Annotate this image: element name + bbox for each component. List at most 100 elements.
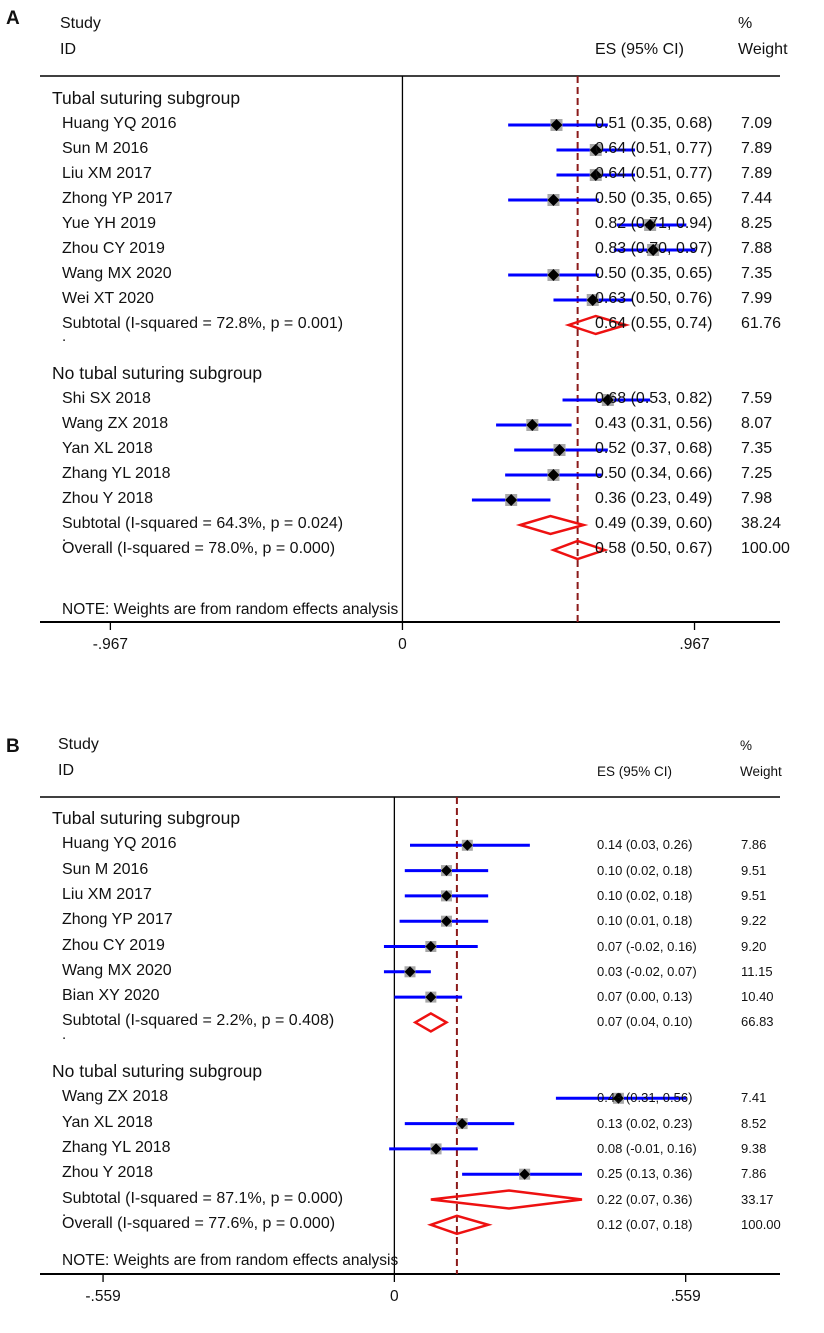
x-tick-label: 0 [390, 1288, 399, 1305]
subgroup-heading: Tubal suturing subgroup [52, 808, 241, 828]
weight-text: 11.15 [741, 963, 773, 979]
point-estimate-marker [647, 244, 660, 256]
effect-size-text: 0.51 (0.35, 0.68) [595, 115, 713, 132]
weight-text: 66.83 [741, 1014, 774, 1030]
study-label: Zhou Y 2018 [62, 1164, 154, 1182]
panel-label: A [6, 8, 20, 29]
forest-plot-b: B Study ID ES (95% CI) % Weight -.559 0 .5… [0, 726, 824, 1333]
weight-text: 7.89 [741, 140, 773, 157]
subtotal-diamond [515, 514, 589, 536]
study-label: Huang YQ 2016 [62, 835, 177, 853]
weight-text: 7.99 [741, 290, 773, 307]
point-estimate-marker [526, 419, 539, 431]
point-estimate-marker [425, 941, 437, 952]
point-estimate-marker [461, 839, 473, 851]
x-tick-label: .559 [670, 1288, 701, 1305]
point-estimate-marker [456, 1118, 468, 1130]
header-es: ES (95% CI) [597, 764, 673, 779]
study-label: Wei XT 2020 [62, 290, 154, 307]
effect-size-text: 0.03 (-0.02, 0.07) [597, 963, 697, 979]
effect-size-text: 0.50 (0.34, 0.66) [595, 465, 713, 482]
effect-size-text: 0.25 (0.13, 0.36) [597, 1166, 693, 1182]
effect-size-text: 0.64 (0.51, 0.77) [595, 140, 713, 157]
subgroup-heading: Tubal suturing subgroup [52, 88, 241, 108]
study-label: Bian XY 2020 [62, 987, 160, 1005]
study-label: Wang MX 2020 [62, 961, 172, 979]
study-label: Zhang YL 2018 [62, 1138, 171, 1156]
weight-text: 100.00 [741, 540, 790, 557]
study-label: Huang YQ 2016 [62, 115, 177, 132]
effect-size-text: 0.68 (0.53, 0.82) [595, 390, 713, 407]
panel-label: B [6, 736, 20, 757]
study-label: Wang ZX 2018 [62, 1088, 169, 1106]
effect-size-text: 0.07 (0.04, 0.10) [597, 1014, 693, 1030]
weight-text: 7.41 [741, 1090, 767, 1106]
study-label: Wang MX 2020 [62, 265, 172, 282]
subtotal-label: Subtotal (I-squared = 2.2%, p = 0.408) [62, 1012, 335, 1030]
weight-text: 7.86 [741, 1166, 767, 1182]
study-label: Sun M 2016 [62, 140, 149, 157]
effect-size-text: 0.64 (0.51, 0.77) [595, 165, 713, 182]
forest-plot-b-canvas [40, 796, 780, 1282]
header-id: ID [58, 762, 74, 779]
effect-size-text: 0.50 (0.35, 0.65) [595, 190, 713, 207]
weight-text: 8.25 [741, 215, 773, 232]
effect-size-text: 0.14 (0.03, 0.26) [597, 837, 693, 853]
x-tick-label: .967 [679, 636, 710, 653]
study-label: Yue YH 2019 [62, 215, 157, 232]
row-separator: . [62, 528, 67, 545]
note-text: NOTE: Weights are from random effects an… [62, 601, 399, 618]
header-study: Study [58, 736, 99, 753]
header-study: Study [60, 15, 101, 32]
effect-size-text: 0.43 (0.31, 0.56) [597, 1090, 693, 1106]
point-estimate-marker [519, 1168, 531, 1180]
point-estimate-marker [550, 119, 563, 131]
point-estimate-marker [404, 966, 416, 978]
effect-size-text: 0.64 (0.55, 0.74) [595, 315, 713, 332]
effect-size-text: 0.50 (0.35, 0.65) [595, 265, 713, 282]
weight-text: 7.98 [741, 490, 773, 507]
point-estimate-marker [547, 194, 560, 206]
weight-text: 7.86 [741, 837, 767, 853]
row-separator: . [62, 328, 67, 345]
forest-plot-a: A Study ID ES (95% CI) % Weight -.967 0 .9… [6, 8, 790, 653]
study-label: Zhou CY 2019 [62, 936, 165, 954]
study-label: Zhong YP 2017 [62, 190, 173, 207]
effect-size-text: 0.07 (-0.02, 0.16) [597, 938, 697, 954]
study-label: Yan XL 2018 [62, 1113, 153, 1131]
point-estimate-marker [425, 991, 437, 1003]
header-weight: Weight [738, 41, 788, 58]
weight-text: 7.59 [741, 390, 773, 407]
study-label: Zhong YP 2017 [62, 911, 173, 929]
effect-size-text: 0.43 (0.31, 0.56) [595, 415, 713, 432]
subgroup-heading: No tubal suturing subgroup [52, 363, 263, 383]
weight-text: 10.40 [741, 989, 774, 1005]
overall-label: Overall (I-squared = 77.6%, p = 0.000) [62, 1214, 336, 1232]
weight-text: 7.25 [741, 465, 773, 482]
weight-text: 7.89 [741, 165, 773, 182]
weight-text: 7.44 [741, 190, 773, 207]
point-estimate-marker [505, 494, 518, 506]
point-estimate-marker [430, 1143, 442, 1155]
point-estimate-marker [440, 890, 452, 902]
study-label: Sun M 2016 [62, 860, 149, 878]
effect-size-text: 0.36 (0.23, 0.49) [595, 490, 713, 507]
effect-size-text: 0.08 (-0.01, 0.16) [597, 1140, 697, 1156]
point-estimate-marker [547, 469, 560, 481]
point-estimate-marker [601, 394, 614, 406]
weight-text: 7.88 [741, 240, 773, 257]
effect-size-text: 0.07 (0.00, 0.13) [597, 989, 693, 1005]
weight-text: 7.35 [741, 440, 773, 457]
header-percent: % [740, 738, 753, 753]
study-label: Zhou Y 2018 [62, 490, 154, 507]
point-estimate-marker [589, 169, 602, 181]
point-estimate-marker [553, 444, 566, 456]
weight-text: 33.17 [741, 1191, 774, 1207]
note-text: NOTE: Weights are from random effects an… [62, 1252, 399, 1269]
effect-size-text: 0.13 (0.02, 0.23) [597, 1115, 693, 1131]
row-separator: . [62, 1202, 67, 1220]
overall-diamond [549, 539, 609, 561]
study-label: Zhang YL 2018 [62, 465, 171, 482]
header-weight: Weight [740, 764, 782, 779]
point-estimate-marker [440, 915, 452, 927]
